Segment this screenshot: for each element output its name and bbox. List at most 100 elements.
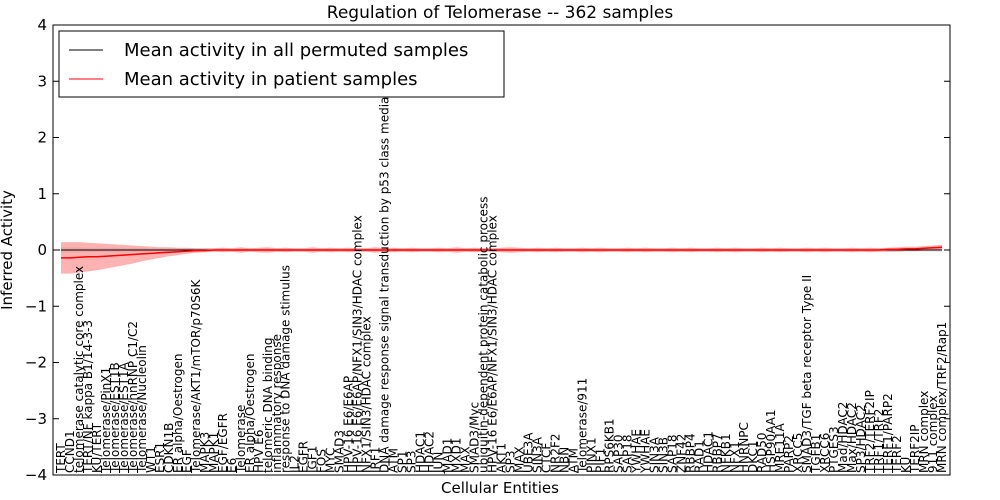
x-entity-label: CTCF [539, 443, 553, 473]
x-entity-label: RPS6KB1 [602, 418, 616, 473]
x-entity-label: MRE11A [773, 422, 787, 473]
x-entity-label: HPV-16 E6/E6AP [342, 376, 356, 473]
x-entity-label: PTGES3 [827, 426, 841, 473]
x-entity-label: DNA damage response signal transduction … [378, 80, 392, 473]
x-entity-label: MXD1 [450, 438, 464, 473]
x-entity-label: EGF/EGFR [216, 413, 230, 473]
x-entity-label: NFX1 [728, 441, 742, 473]
x-entity-label: HNRNPC [737, 422, 751, 473]
x-entity-label: TRF2/TERF2IP [863, 390, 877, 474]
x-entity-label: SP3 [405, 451, 419, 474]
x-entity-label: RBBP7 [710, 433, 724, 473]
x-entity-label: MAX [459, 446, 473, 473]
x-entity-label: ATM [387, 448, 401, 473]
y-axis-label: Inferred Activity [0, 190, 16, 310]
y-tick-label: 0 [37, 241, 47, 259]
x-entity-label: MYC [324, 448, 338, 473]
x-entity-label: TRF1/TRF2 [872, 409, 886, 474]
x-entity-label: Mad/HDAC2 [836, 402, 850, 473]
x-entity-label: UBE3A [521, 432, 535, 473]
legend-patient-label: Mean activity in patient samples [124, 69, 418, 90]
y-tick-label: −1 [25, 297, 47, 315]
x-entity-label: RAD50 [755, 432, 769, 473]
y-tick-label: −4 [25, 466, 47, 484]
y-tick-label: 1 [37, 185, 47, 203]
x-entity-label: SMAD3/Myc [468, 402, 482, 473]
x-entity-label: ATM [566, 448, 580, 473]
y-tick-label: −2 [25, 354, 47, 372]
x-entity-label: HDAC2 [423, 431, 437, 473]
y-tick-label: 2 [37, 129, 47, 147]
x-entity-label: WT1 [144, 446, 158, 473]
x-entity-label: SMAD3/TGF beta receptor Type II [800, 275, 814, 473]
y-tick-label: 4 [37, 16, 47, 34]
x-entity-label: ESR1 [153, 442, 167, 473]
x-entity-label: FOS [315, 449, 329, 473]
x-entity-label: CCND1 [63, 430, 77, 473]
x-entity-label: KU/TERT [90, 422, 104, 473]
x-entity-label: ubiquitin-dependent protein catabolic pr… [477, 197, 491, 473]
legend-box [58, 30, 505, 98]
x-entity-label: IL2 [288, 455, 302, 473]
chart-title: Regulation of Telomerase -- 362 samples [327, 3, 674, 23]
x-entity-label: MAX [512, 446, 526, 473]
x-entity-label: HPV-16 E6/E6AP/NFX1/SIN3/HDAC complex [351, 215, 365, 473]
x-entity-label: telomeric DNA binding [261, 338, 275, 474]
x-entity-label: SAP18 [620, 434, 634, 473]
x-entity-label: MAPK1 [207, 432, 221, 473]
x-entity-label: SAP30 [611, 434, 625, 473]
x-entity-label: Telomerase/hnRNP C1/C2 [126, 321, 140, 474]
x-entity-label: PINX1 [584, 437, 598, 473]
x-entity-label: Telomerase/EST1A [117, 361, 131, 474]
x-entity-label: TERT/NF kappa B1/14-3-3 [81, 320, 95, 474]
x-entity-label: SIN3A [530, 436, 544, 473]
x-entity-label: TERF1/PARP2 [881, 393, 895, 474]
x-entity-label: XRCC5 [791, 433, 805, 473]
x-entity-label: SMAD3 [333, 430, 347, 473]
legend-permuted-label: Mean activity in all permuted samples [124, 40, 468, 61]
x-entity-label: IRF1 [369, 447, 383, 473]
x-entity-label: SIN3A [647, 436, 661, 473]
x-entity-label: MRN complex/TRF2/Rap1 [935, 322, 949, 473]
x-entity-label: Telomerase/911 [575, 378, 589, 474]
x-entity-label: XRCC6 [818, 433, 832, 473]
x-entity-label: ZNF42 [674, 434, 688, 473]
x-entity-label: PARP2 [782, 435, 796, 473]
x-entity-label: Telomerase/AKT1/mTOR/p70S6K [189, 278, 203, 474]
x-entity-label: ER alpha/Oestrogen [171, 354, 185, 473]
x-entity-label: YWHAE [629, 429, 643, 474]
x-entity-label: 911 complex [926, 395, 940, 473]
x-entity-label: YWHAE [638, 429, 652, 474]
x-entity-label: NBN [557, 447, 571, 473]
x-entity-label: TERF2IP [908, 424, 922, 474]
x-entity-label: HPV E6 [252, 430, 266, 474]
x-entity-label: HDAC1 [414, 431, 428, 473]
y-tick-label: 3 [37, 72, 47, 90]
x-entity-label: CDKN1B [162, 423, 176, 473]
x-entity-label: MAD1 [441, 438, 455, 473]
x-entity-label: PIF1 [593, 448, 607, 473]
x-entity-label: RBBP4 [683, 433, 697, 473]
x-entity-label: NFX1/SIN3/HDAC complex [360, 316, 374, 473]
x-entity-label: response to DNA damage stimulus [279, 265, 293, 473]
x-entity-label: MRN complex [917, 391, 931, 473]
x-entity-label: DKC1 [746, 441, 760, 473]
y-tick-label: −3 [25, 410, 47, 428]
x-entity-label: SAP18 [665, 434, 679, 473]
x-entity-label: TERF2 [890, 435, 904, 474]
x-entity-label: EGF [180, 449, 194, 473]
x-entity-label: HSP90AA1 [764, 409, 778, 473]
x-entity-label: TERT [54, 443, 68, 474]
patient-confidence-band [61, 242, 942, 274]
x-entity-label: NR2F2 [548, 434, 562, 474]
x-entity-label: RAD1 [692, 440, 706, 473]
x-entity-label: AKT1 [495, 443, 509, 473]
x-entity-label: EGFR [297, 441, 311, 473]
x-entity-label: IGF1 [306, 446, 320, 473]
x-entity-label: SP1 [396, 451, 410, 474]
x-entity-label: Telomerase/PinX1 [99, 367, 113, 474]
x-entity-label: TGFB1 [809, 434, 823, 474]
x-entity-label: HPV-16 E6/E6AP/NFX1/SIN3/HDAC complex [486, 215, 500, 473]
x-entity-label: JUN [432, 452, 446, 474]
